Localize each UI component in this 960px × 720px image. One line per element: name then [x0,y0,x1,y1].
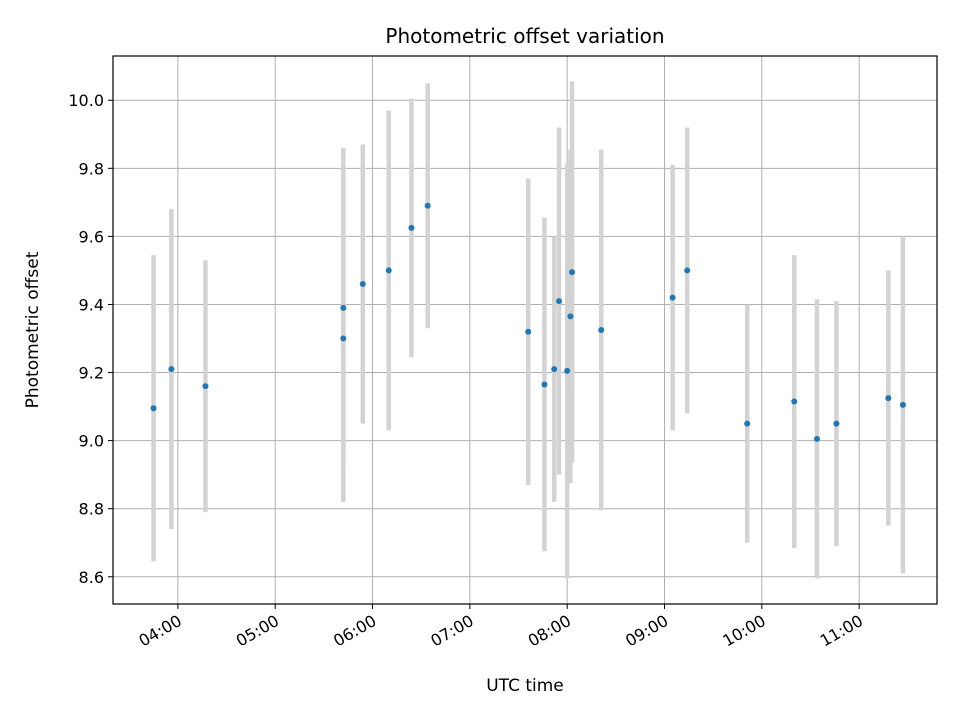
y-axis-label: Photometric offset [23,251,43,408]
y-tick-label: 8.8 [79,500,104,519]
data-point [569,269,576,276]
data-point [385,267,392,274]
data-point [899,401,906,408]
data-point [340,304,347,311]
data-point [168,366,175,373]
y-tick-label: 9.2 [79,364,104,383]
y-tick-label: 9.4 [79,295,104,314]
plot-area-frame [112,55,938,605]
data-points [150,202,906,442]
data-point [525,328,532,335]
y-tick-label: 9.8 [79,159,104,178]
data-point [551,366,558,373]
grid [113,56,937,604]
data-point [833,420,840,427]
data-point [813,435,820,442]
y-tick-label: 9.6 [79,227,104,246]
data-point [556,298,563,305]
data-point [885,395,892,402]
y-tick-label: 9.0 [79,432,104,451]
y-tick-label: 8.6 [79,568,104,587]
data-point [150,405,157,412]
data-point [541,381,548,388]
data-point [359,281,366,288]
data-point [669,294,676,301]
data-point [202,383,209,390]
data-point [564,367,571,374]
data-point [598,327,605,333]
data-point [684,267,691,274]
x-axis-label: UTC time [486,676,564,696]
data-point [567,313,574,320]
data-point [744,420,751,427]
data-point [791,398,798,405]
data-point [424,202,431,209]
chart-title: Photometric offset variation [385,24,664,48]
data-point [340,335,347,342]
y-tick-label: 10.0 [68,91,104,110]
data-point [408,224,415,231]
